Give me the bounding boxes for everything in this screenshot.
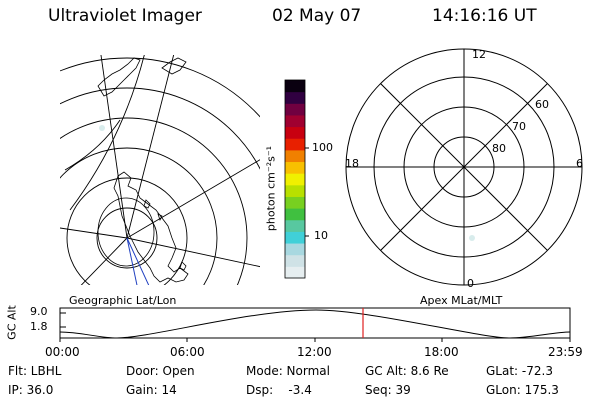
lat-circle [60, 57, 260, 118]
color-scale-segment [285, 184, 305, 197]
info-door: Door: Open [126, 364, 195, 378]
limb-arc [69, 55, 145, 211]
color-scale-segment [285, 80, 305, 93]
lat-circle [96, 207, 158, 269]
altitude-plot-frame [59, 307, 571, 339]
terminator-oval [97, 197, 155, 267]
meridian-line [126, 55, 175, 239]
lat-circle [66, 177, 188, 285]
alt-xtick: 18:00 [424, 345, 459, 359]
limb-arc [64, 119, 121, 171]
alt-xtick: 23:59 [548, 345, 583, 359]
date-label: 02 May 07 [272, 6, 362, 26]
geographic-panel-label: Geographic Lat/Lon [69, 294, 177, 307]
alt-ytick-9: 9.0 [30, 305, 48, 318]
mlat-label-80: 80 [492, 142, 506, 155]
info-ip: IP: 36.0 [8, 383, 54, 397]
color-scale-segment [285, 91, 305, 104]
colorbar-unit-label: photon cm⁻²s⁻¹ [264, 145, 278, 232]
mlat-label-60: 60 [535, 98, 549, 111]
info-dsp: Dsp: -3.4 [246, 383, 312, 397]
color-scale-segment [285, 173, 305, 186]
mlt-label-6: 6 [576, 157, 583, 170]
color-scale-segment [285, 103, 305, 116]
color-scale-segment [285, 219, 305, 232]
mlt-label-0: 0 [467, 277, 474, 290]
time-label: 14:16:16 UT [432, 6, 537, 26]
coastline [157, 213, 163, 222]
meridian-line [100, 55, 128, 239]
color-scale-ticks [305, 147, 309, 237]
info-seq: Seq: 39 [365, 383, 411, 397]
mlt-panel-label: Apex MLat/MLT [420, 294, 503, 307]
meridian-line [80, 237, 128, 285]
color-scale-segment [285, 149, 305, 163]
meridian-line [126, 237, 260, 268]
color-scale-segment [285, 254, 305, 267]
alt-ytick-1.8: 1.8 [30, 320, 48, 333]
color-scale-segment [285, 243, 305, 256]
colorbar-tick-10: 100 [312, 141, 333, 154]
coastline [143, 199, 151, 209]
color-scale-segment [285, 114, 305, 128]
alt-ylabel: GC Alt [5, 305, 19, 340]
emission-spot [469, 235, 475, 241]
lat-circle [60, 87, 260, 170]
meridian-line [126, 159, 260, 239]
colorbar-tick-100: 10 [314, 229, 328, 242]
alt-xtick: 12:00 [297, 345, 332, 359]
info-glon: GLon: 175.3 [486, 383, 559, 397]
color-scale-bar [285, 80, 305, 279]
color-scale-frame [284, 79, 306, 279]
alt-xtick: 06:00 [170, 345, 205, 359]
coastline [161, 57, 187, 75]
coastline [113, 171, 189, 283]
mlt-dial [345, 48, 583, 286]
footprint-line [126, 237, 138, 285]
coastline [179, 261, 187, 271]
mlt-label-12: 12 [472, 48, 486, 61]
instrument-title: Ultraviolet Imager [48, 6, 202, 26]
mlt-line [367, 72, 559, 264]
color-scale-segment [285, 208, 305, 221]
color-scale-segment [285, 266, 305, 279]
color-scale-segment [285, 161, 305, 174]
lat-circle [60, 147, 218, 285]
altitude-curve [59, 309, 571, 339]
meridian-line [60, 227, 128, 239]
info-mode: Mode: Normal [246, 364, 330, 378]
color-scale-segment [285, 138, 305, 151]
info-glat: GLat: -72.3 [486, 364, 553, 378]
mlt-line [369, 72, 561, 264]
info-gc-alt: GC Alt: 8.6 Re [365, 364, 449, 378]
info-gain: Gain: 14 [126, 383, 177, 397]
coastline [97, 57, 141, 97]
emission-spot [99, 125, 105, 131]
mlat-label-70: 70 [512, 120, 526, 133]
info-filter: Flt: LBHL [8, 364, 62, 378]
lat-circle [60, 117, 248, 285]
x-ticks [59, 338, 571, 342]
mlt-label-18: 18 [345, 157, 359, 170]
geographic-map [60, 55, 260, 285]
alt-xtick: 00:00 [45, 345, 80, 359]
color-scale-segment [285, 126, 305, 139]
footprint-line [126, 237, 150, 285]
color-scale-segment [285, 231, 305, 244]
color-scale-segment [285, 196, 305, 209]
